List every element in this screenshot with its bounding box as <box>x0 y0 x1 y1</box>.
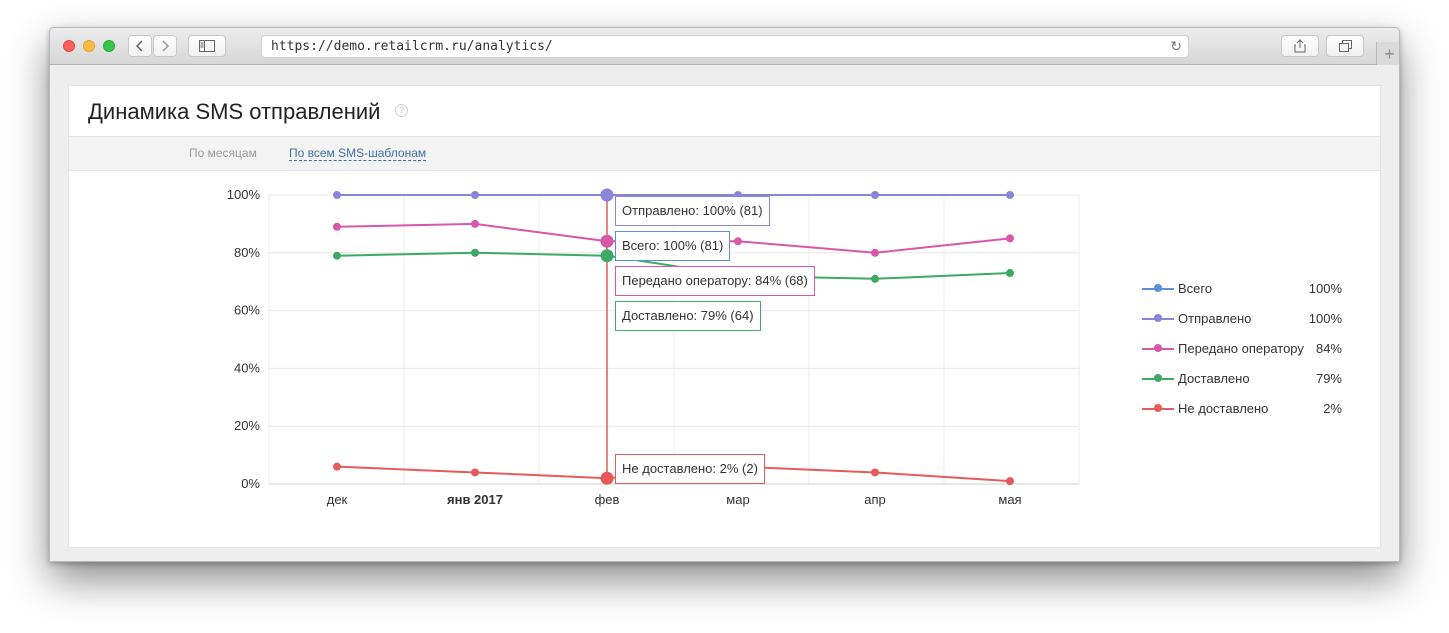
series-point <box>600 249 614 263</box>
legend-item[interactable]: Доставлено 79% <box>1142 371 1342 391</box>
legend-dot-icon <box>1154 404 1162 412</box>
legend-value: 2% <box>1323 401 1342 416</box>
page-content: Динамика SMS отправлений ? По месяцам По… <box>50 65 1399 561</box>
y-tick-label: 20% <box>234 418 260 433</box>
legend-value: 100% <box>1308 311 1342 326</box>
legend-item[interactable]: Не доставлено 2% <box>1142 401 1342 421</box>
y-tick-label: 60% <box>234 303 260 318</box>
legend-label: Доставлено <box>1178 371 1250 386</box>
analytics-card: Динамика SMS отправлений ? По месяцам По… <box>68 85 1381 548</box>
x-tick-label: фев <box>595 492 620 507</box>
series-line <box>336 251 1011 280</box>
series-point <box>600 471 614 485</box>
browser-toolbar: https://demo.retailcrm.ru/analytics/ ↻ <box>50 28 1399 65</box>
legend-value: 79% <box>1315 371 1342 386</box>
series-point <box>871 191 879 199</box>
legend-label: Отправлено <box>1178 311 1252 326</box>
minimize-window-button[interactable] <box>83 40 95 52</box>
series-point <box>871 248 879 257</box>
legend-item[interactable]: Отправлено 100% <box>1142 311 1342 331</box>
new-tab-button[interactable]: + <box>1376 42 1399 66</box>
series-point <box>471 248 479 257</box>
x-tick-label: янв 2017 <box>447 492 503 507</box>
page-title: Динамика SMS отправлений <box>88 99 381 124</box>
legend-item[interactable]: Всего 100% <box>1142 281 1342 301</box>
forward-button[interactable] <box>153 35 177 57</box>
series-point <box>333 222 341 231</box>
tab-by-sms-templates[interactable]: По всем SMS-шаблонам <box>289 146 427 161</box>
sidebar-toggle-button[interactable] <box>188 35 226 57</box>
plus-icon: + <box>1384 43 1395 64</box>
legend-label: Всего <box>1178 281 1213 296</box>
address-bar[interactable]: https://demo.retailcrm.ru/analytics/ ↻ <box>261 35 1189 58</box>
y-tick-label: 80% <box>234 245 260 260</box>
x-tick-label: мар <box>726 492 749 507</box>
tooltip: Всего: 100% (81) <box>615 231 731 261</box>
series-point <box>871 274 879 283</box>
series-point <box>1006 191 1014 199</box>
x-tick-label: дек <box>327 492 348 507</box>
series-point <box>734 237 742 246</box>
legend-label: Передано оператору <box>1178 341 1304 356</box>
series-point <box>600 188 614 202</box>
tabs-bar: По месяцам По всем SMS-шаблонам <box>69 136 1380 171</box>
series-point <box>333 462 341 471</box>
legend-dot-icon <box>1154 314 1162 322</box>
series-point <box>333 191 341 199</box>
sms-dynamics-chart: 100% 80% 60% 40% 20% 0% дек янв 2017 фев мар апр ма… <box>227 187 1080 507</box>
y-tick-label: 0% <box>241 476 260 491</box>
y-tick-label: 100% <box>227 187 261 202</box>
url-text: https://demo.retailcrm.ru/analytics/ <box>271 39 553 54</box>
tooltip: Отправлено: 100% (81) <box>615 196 770 226</box>
series-point <box>871 468 879 477</box>
back-button[interactable] <box>128 35 152 57</box>
help-icon[interactable]: ? <box>395 104 408 117</box>
browser-window: https://demo.retailcrm.ru/analytics/ ↻ +… <box>49 27 1400 562</box>
close-window-button[interactable] <box>63 40 75 52</box>
series-point <box>1006 269 1014 278</box>
tabs-overview-button[interactable] <box>1326 35 1364 57</box>
y-tick-label: 40% <box>234 360 260 375</box>
tooltip: Передано оператору: 84% (68) <box>615 266 815 296</box>
tab-by-months[interactable]: По месяцам <box>189 146 257 160</box>
sidebar-icon <box>199 40 215 52</box>
legend-dot-icon <box>1154 344 1162 352</box>
share-icon <box>1294 39 1306 53</box>
legend-item[interactable]: Передано оператору 84% <box>1142 341 1342 361</box>
reload-icon[interactable]: ↻ <box>1170 38 1182 54</box>
x-tick-label: мая <box>998 492 1021 507</box>
tooltip: Доставлено: 79% (64) <box>615 301 761 331</box>
series-point <box>471 219 479 228</box>
series-point <box>471 468 479 477</box>
legend-dot-icon <box>1154 374 1162 382</box>
series-point <box>1006 477 1014 486</box>
series-point <box>1006 234 1014 243</box>
legend-value: 84% <box>1315 341 1342 356</box>
tooltip: Не доставлено: 2% (2) <box>615 454 765 484</box>
series-point <box>471 191 479 199</box>
tabs-icon <box>1338 40 1352 52</box>
chevron-left-icon <box>135 40 143 52</box>
share-button[interactable] <box>1281 35 1319 57</box>
maximize-window-button[interactable] <box>103 40 115 52</box>
chevron-right-icon <box>162 40 170 52</box>
legend-dot-icon <box>1154 284 1162 292</box>
legend-value: 100% <box>1308 281 1342 296</box>
x-tick-label: апр <box>864 492 886 507</box>
series-point <box>333 251 341 260</box>
series-point <box>600 234 614 248</box>
legend-label: Не доставлено <box>1178 401 1269 416</box>
